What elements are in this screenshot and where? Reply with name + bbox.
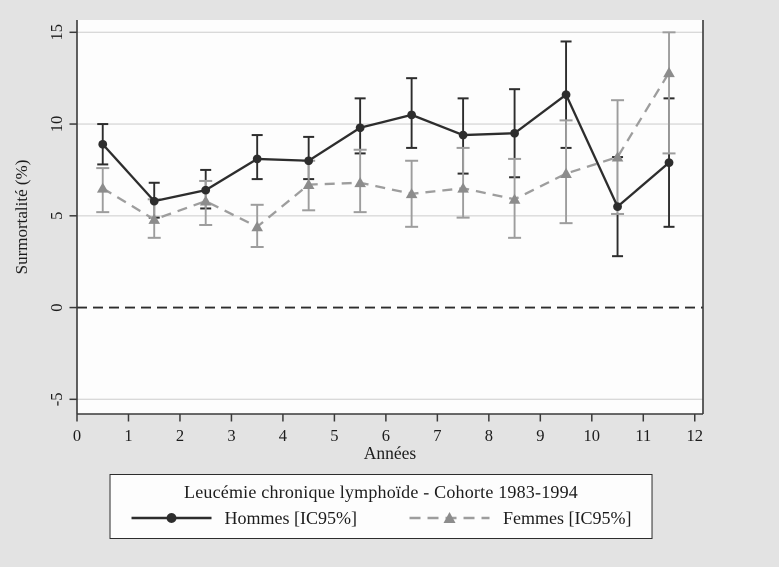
legend-box: Leucémie chronique lymphoïde - Cohorte 1… xyxy=(109,474,653,539)
legend-title: Leucémie chronique lymphoïde - Cohorte 1… xyxy=(184,482,578,502)
y-tick-label: 5 xyxy=(47,212,66,220)
y-axis: -5 0 5 10 15 xyxy=(47,24,77,406)
y-tick-label: 10 xyxy=(47,116,66,133)
x-tick-label: 10 xyxy=(584,426,601,445)
femmes-series xyxy=(96,66,675,232)
legend-label-femmes: Femmes [IC95%] xyxy=(503,508,632,528)
x-tick-label: 9 xyxy=(536,426,544,445)
legend-entry-hommes: Hommes [IC95%] xyxy=(131,505,357,531)
x-tick-label: 1 xyxy=(124,426,132,445)
y-tick-label: 0 xyxy=(47,303,66,311)
x-tick-label: 0 xyxy=(73,426,81,445)
y-tick-label: 15 xyxy=(47,24,66,41)
x-tick-label: 11 xyxy=(635,426,651,445)
x-tick-label: 3 xyxy=(227,426,235,445)
hommes-line-sample-icon xyxy=(131,513,212,523)
x-tick-label: 8 xyxy=(485,426,493,445)
x-tick-label: 4 xyxy=(279,426,287,445)
y-axis-title: Surmortalité (%) xyxy=(12,160,31,275)
x-tick-label: 7 xyxy=(433,426,441,445)
legend-entries: Hommes [IC95%] Femmes [IC95%] xyxy=(131,505,631,531)
femmes-line-sample-icon xyxy=(410,512,490,523)
legend-entry-femmes: Femmes [IC95%] xyxy=(409,505,631,531)
legend-label-hommes: Hommes [IC95%] xyxy=(224,508,357,528)
hommes-series xyxy=(98,90,674,212)
plot-area xyxy=(77,20,703,414)
x-tick-label: 2 xyxy=(176,426,184,445)
x-tick-label: 12 xyxy=(687,426,704,445)
y-tick-label: -5 xyxy=(47,392,66,406)
x-tick-label: 6 xyxy=(382,426,390,445)
x-axis-title: Années xyxy=(364,443,417,463)
y-gridlines xyxy=(77,31,703,400)
axes xyxy=(76,20,704,415)
x-tick-label: 5 xyxy=(330,426,338,445)
x-axis: 0 1 2 3 4 5 6 7 8 9 10 11 12 xyxy=(73,414,703,445)
